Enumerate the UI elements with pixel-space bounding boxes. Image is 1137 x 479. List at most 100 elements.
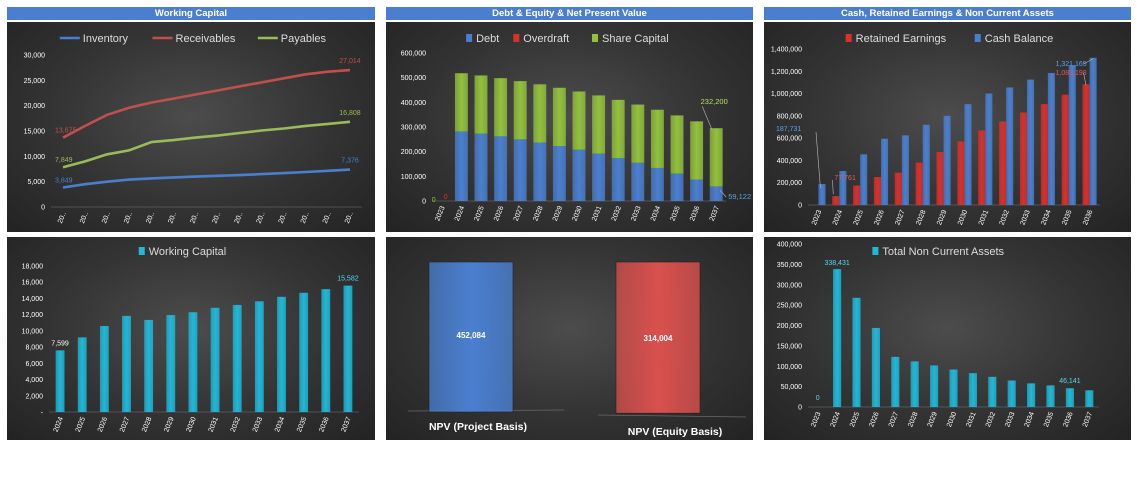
bar-share-capital-2033: [631, 104, 645, 163]
y-tick-label: 400,000: [777, 242, 802, 249]
panel-nca: Total Non Current Assets 0 50,000 100,000 15…: [764, 237, 1131, 440]
x-tick-label: 2035: [1061, 209, 1073, 226]
y-tick-label: 12,000: [22, 312, 44, 319]
x-tick-label: 20..: [123, 211, 134, 224]
y-tick-label: 1,000,000: [771, 91, 802, 98]
leader-line-debt: [719, 190, 727, 198]
bar-nca-2030: [949, 369, 958, 407]
y-tick-label: 10,000: [24, 154, 46, 161]
x-tick-label: 2023: [434, 205, 446, 222]
y-tick-label: 200,000: [777, 180, 802, 187]
x-tick-label: 2025: [853, 209, 865, 226]
legend-label-retained-earnings: Retained Earnings: [856, 33, 947, 45]
bar-nca-2035: [1046, 385, 1055, 407]
x-tick-label: 2036: [1082, 209, 1094, 226]
x-tick-label: 2035: [1043, 411, 1055, 428]
series-line-receivables: [62, 68, 351, 139]
x-tick-label: 2026: [874, 209, 886, 226]
y-tick-label: 200,000: [777, 323, 802, 330]
x-tick-label: 2034: [1024, 411, 1036, 428]
bar-retained-earnings-2028: [915, 162, 923, 205]
chart-npv: 452,084 NPV (Project Basis) 314,004 NPV (Eq…: [407, 261, 747, 438]
y-tick-label: 200,000: [401, 149, 426, 156]
bar-cash-balance-2030: [964, 104, 972, 205]
bar-share-capital-2030: [572, 91, 586, 150]
legend-swatch-working-capital: [138, 247, 145, 255]
y-tick-label: 400,000: [777, 158, 802, 165]
y-tick-label: 0: [798, 405, 802, 412]
x-tick-label: 20..: [79, 211, 90, 224]
x-tick-label: 2024: [830, 411, 842, 428]
x-tick-label: 20..: [300, 211, 311, 224]
bar-share-capital-2036: [690, 121, 704, 180]
y-tick-label: 0: [41, 205, 45, 212]
x-tick-label: 2037: [340, 416, 352, 433]
x-tick-label: 2034: [1040, 209, 1052, 226]
bar-working-capital-2025: [77, 337, 87, 412]
bar-share-capital-2037: [709, 128, 723, 187]
data-label-share-capital-first: 0: [432, 197, 436, 204]
x-tick-label: 20..: [256, 211, 267, 224]
x-tick-label: 2028: [915, 209, 927, 226]
data-label-receivables-last: 27,014: [339, 58, 361, 65]
bar-nca-2026: [871, 327, 880, 407]
bar-retained-earnings-2034: [1040, 104, 1048, 205]
data-label-last: 15,582: [337, 276, 359, 283]
data-label-share-capital-last: 232,200: [701, 97, 728, 106]
bar-share-capital-2032: [611, 99, 625, 159]
bar-nca-2028: [910, 361, 919, 407]
x-tick-label: 2030: [572, 205, 584, 222]
leader-line-share-capital: [701, 106, 713, 131]
bar-cash-balance-2033: [1027, 79, 1035, 205]
bar-debt-2033: [631, 162, 645, 201]
y-tick-label: 25,000: [24, 78, 46, 85]
bar-debt-2034: [650, 167, 664, 201]
bar-debt-2028: [533, 142, 547, 201]
y-tick-label: 350,000: [777, 262, 802, 269]
y-tick-label: 100,000: [777, 364, 802, 371]
bar-nca-2025: [852, 297, 861, 407]
bar-cash-balance-2031: [985, 93, 993, 205]
bar-retained-earnings-2035: [1061, 94, 1069, 205]
x-tick-label: 2029: [936, 209, 948, 226]
bar-debt-2025: [474, 133, 488, 201]
x-tick-label: 2023: [811, 209, 823, 226]
legend-label-working-capital: Working Capital: [149, 246, 226, 258]
x-tick-label: 2028: [141, 416, 153, 433]
bar-share-capital-2035: [670, 115, 684, 174]
y-tick-label: 5,000: [27, 179, 45, 186]
x-tick-label: 20..: [344, 211, 355, 224]
legend-swatch-total-non-current-assets: [872, 247, 879, 255]
data-label-npv-project-basis: 452,084: [457, 331, 486, 340]
x-tick-label: 2033: [630, 205, 642, 222]
x-tick-label-npv-equity-basis: NPV (Equity Basis): [628, 426, 723, 438]
bar-retained-earnings-2031: [978, 130, 986, 205]
bar-cash-balance-2028: [922, 124, 930, 205]
bar-share-capital-2031: [592, 95, 606, 154]
legend-label-inventory: Inventory: [83, 33, 129, 45]
y-tick-label: 10,000: [22, 328, 44, 335]
bar-retained-earnings-2032: [999, 121, 1007, 205]
y-tick-label: 0: [422, 199, 426, 206]
y-tick-label: 30,000: [24, 53, 46, 60]
data-label-payables-last: 16,808: [339, 110, 361, 117]
y-tick-label: 1,400,000: [771, 47, 802, 54]
bar-retained-earnings-2036: [1082, 84, 1090, 205]
bar-debt-2036: [690, 179, 704, 201]
x-tick-label: 2031: [965, 411, 977, 428]
bar-cash-balance-2036: [1089, 57, 1097, 205]
chart-wc-total: Working Capital - 2,000 4,000 6,000 8,000 10,0…: [22, 246, 359, 433]
panel-cash-retained: Retained Earnings Cash Balance 0 200,000 400…: [764, 22, 1131, 232]
data-label-debt-last: 59,122: [728, 192, 751, 201]
chart-wc-components: Inventory Receivables Payables 0 5,000 10,000…: [24, 33, 362, 225]
y-tick-label: 14,000: [22, 296, 44, 303]
x-tick-label: 2032: [230, 416, 242, 433]
data-label-retained-last: 1,083,198: [1056, 70, 1087, 77]
x-tick-label: 20..: [278, 211, 289, 224]
x-tick-label: 2031: [978, 209, 990, 226]
data-label-payables-first: 7,849: [55, 157, 73, 164]
leader-line-retained-last: [1083, 72, 1087, 86]
y-tick-label: 1,200,000: [771, 69, 802, 76]
bar-working-capital-2033: [254, 301, 264, 412]
y-tick-label: -: [41, 410, 44, 417]
